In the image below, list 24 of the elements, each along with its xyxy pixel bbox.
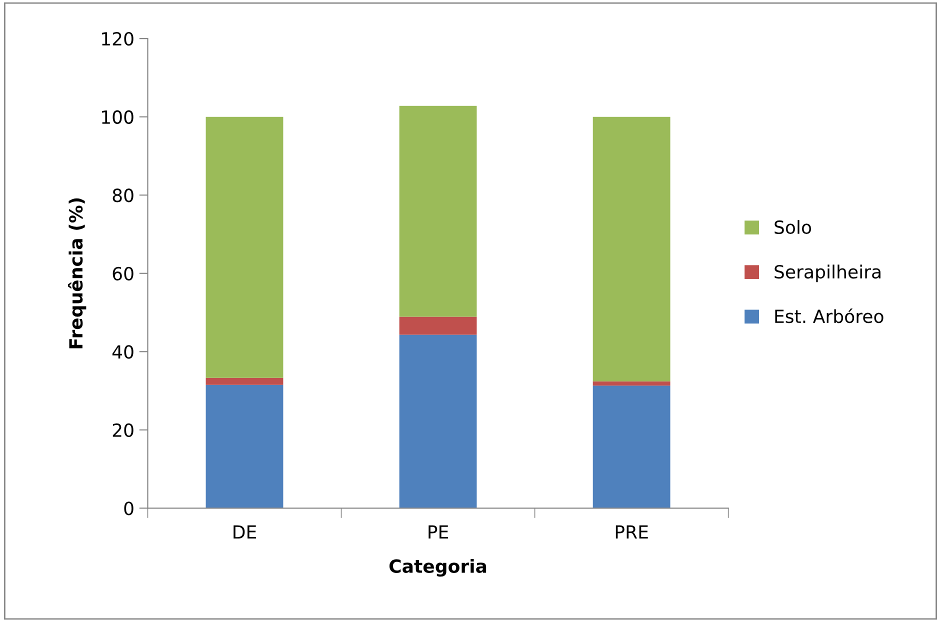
y-tick-label: 80: [112, 188, 134, 202]
x-axis-title: Categoria: [389, 558, 486, 577]
x-tick-label: PE: [428, 525, 448, 539]
y-tick-label: 100: [102, 110, 134, 124]
y-tick-label: 0: [124, 502, 134, 516]
y-tick-label: 120: [102, 32, 134, 46]
bar: [206, 116, 284, 378]
bar: [399, 334, 477, 508]
y-tick-label: 20: [112, 423, 134, 438]
legend-label: Solo: [774, 220, 812, 234]
y-tick-label: 40: [112, 345, 134, 359]
bar: [399, 106, 477, 317]
bar: [399, 316, 477, 335]
x-tick-label: DE: [234, 525, 256, 539]
bar: [592, 386, 670, 508]
y-tick-label: 60: [112, 266, 134, 280]
bar: [206, 378, 284, 385]
legend-label: Est. Arbóreo: [775, 308, 884, 324]
y-axis-title: Frequência (%): [68, 198, 86, 348]
bar: [206, 384, 284, 508]
legend-label: Serapilheira: [774, 264, 880, 282]
bar: [592, 116, 670, 382]
x-tick-label: PRE: [616, 525, 648, 539]
bar: [592, 381, 670, 386]
